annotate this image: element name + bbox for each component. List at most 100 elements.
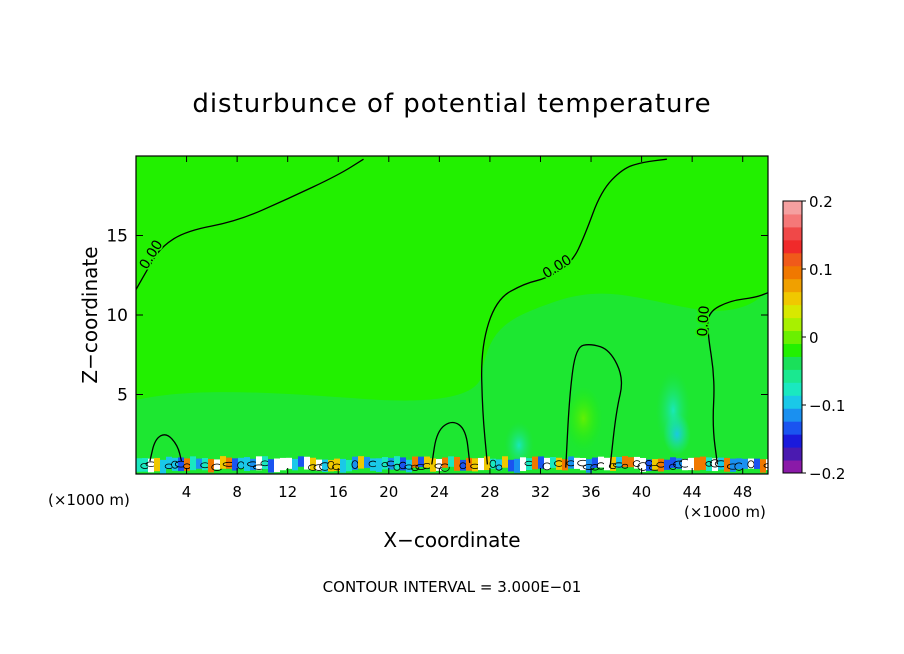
surface-cell [532, 456, 538, 470]
x-tick-label: 4 [182, 483, 192, 501]
surface-cell [688, 457, 694, 471]
contour-line-3 [565, 344, 623, 468]
surface-cell [706, 457, 712, 471]
colorbar-swatch [783, 460, 802, 474]
surface-cell [514, 458, 520, 473]
surface-cell [628, 457, 634, 468]
surface-cell [646, 459, 652, 471]
x-tick-label: 20 [379, 483, 398, 501]
surface-cell [526, 458, 532, 471]
surface-cell [556, 457, 562, 470]
surface-cell [634, 456, 640, 469]
x-tick-label: 36 [581, 483, 600, 501]
surface-cell [340, 458, 346, 473]
surface-cell [478, 457, 484, 471]
x-tick-label: 28 [480, 483, 499, 501]
surface-cell [652, 459, 658, 471]
colorbar-swatch [783, 265, 802, 280]
surface-cell [232, 458, 238, 471]
surface-cell [274, 458, 280, 473]
surface-cell [760, 459, 766, 473]
colorbar-swatch [783, 252, 802, 267]
x-tick-label: 32 [531, 483, 550, 501]
surface-cell [304, 456, 310, 470]
surface-cell [238, 457, 244, 469]
surface-cell [754, 458, 760, 469]
plot-area: 0.00 0.000.00 [136, 156, 768, 474]
anomaly-1 [564, 386, 603, 451]
surface-cell [214, 459, 220, 470]
y-tick-label: 15 [106, 227, 128, 247]
x-tick-label: 40 [632, 483, 651, 501]
surface-cell [586, 459, 592, 473]
surface-cell [574, 457, 580, 469]
colorbar-swatch [783, 434, 802, 448]
surface-cell [538, 456, 544, 469]
contour-line-5 [431, 421, 471, 465]
surface-cell [376, 458, 382, 472]
surface-cell [448, 456, 454, 467]
surface-cell [724, 457, 730, 472]
lower-field-region [136, 290, 768, 474]
surface-cell [700, 456, 706, 470]
surface-cell [406, 459, 412, 473]
surface-contour [410, 464, 420, 471]
colorbar-tick-label: 0 [809, 329, 819, 347]
surface-cell [412, 456, 418, 468]
y-axis-label: Z−coordinate [78, 246, 102, 383]
surface-cell [598, 456, 604, 468]
surface-cell [670, 457, 676, 468]
surface-cell [250, 458, 256, 471]
surface-cell [292, 458, 298, 471]
colorbar-swatch [783, 201, 802, 215]
surface-cell [328, 459, 334, 472]
surface-cell [418, 456, 424, 467]
surface-cell [568, 456, 574, 469]
surface-cell [442, 457, 448, 468]
colorbar-tick-label: −0.1 [809, 397, 845, 415]
surface-cell [730, 458, 736, 472]
surface-cell [244, 457, 250, 471]
surface-cell [712, 458, 718, 472]
colorbar-swatch [783, 395, 802, 409]
colorbar-swatch [783, 369, 802, 383]
surface-cell [400, 457, 406, 471]
surface-cell [460, 459, 466, 471]
surface-cell [364, 456, 370, 468]
colorbar-tick-label: 0.1 [809, 261, 833, 279]
contour-line-0 [136, 158, 364, 290]
surface-cell [682, 458, 688, 471]
surface-cell [454, 456, 460, 471]
x-tick-label: 8 [232, 483, 242, 501]
colorbar-swatch [783, 304, 802, 319]
surface-cell [748, 458, 754, 469]
surface-cell [370, 458, 376, 471]
surface-cell [166, 456, 172, 470]
surface-cell [388, 457, 394, 470]
colorbar-swatch [783, 382, 802, 396]
surface-cell [184, 458, 190, 471]
colorbar-swatch [783, 213, 802, 228]
surface-cell [154, 457, 160, 472]
surface-cell [382, 457, 388, 470]
surface-cell [520, 457, 526, 472]
colorbar-swatch [783, 343, 802, 357]
surface-cell [466, 457, 472, 471]
x-tick-label: 12 [278, 483, 297, 501]
x-tick-label: 16 [329, 483, 348, 501]
surface-cell [544, 457, 550, 470]
surface-cell [580, 457, 586, 471]
surface-cell [178, 457, 184, 472]
colorbar-tick-label: −0.2 [809, 465, 845, 483]
contour-line-2 [707, 292, 768, 465]
colorbar-swatch [783, 239, 802, 254]
x-tick-label: 48 [733, 483, 752, 501]
surface-cell [226, 457, 232, 469]
anomaly-3 [663, 413, 691, 455]
surface-cell [718, 457, 724, 470]
surface-cell [352, 456, 358, 470]
surface-cell [550, 457, 556, 468]
x-unit-left: (×1000 m) [48, 491, 130, 509]
surface-cell [592, 457, 598, 468]
